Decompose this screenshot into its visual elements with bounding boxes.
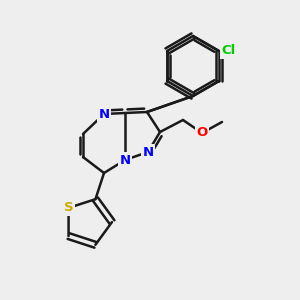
Text: N: N xyxy=(142,146,154,158)
Text: Cl: Cl xyxy=(222,44,236,58)
Text: N: N xyxy=(98,107,110,121)
Text: O: O xyxy=(196,127,208,140)
Text: N: N xyxy=(119,154,130,166)
Text: S: S xyxy=(64,201,74,214)
